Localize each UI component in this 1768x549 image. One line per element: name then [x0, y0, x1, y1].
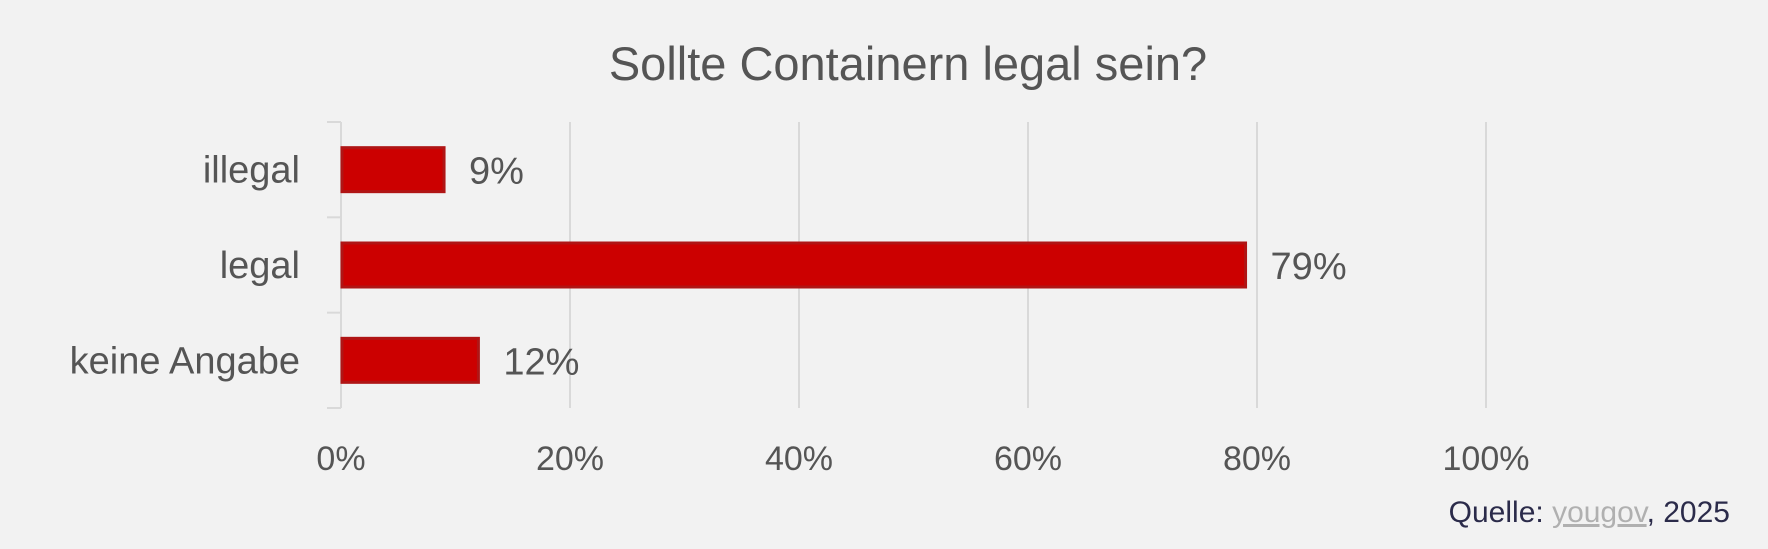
category-label: keine Angabe: [70, 340, 300, 382]
source-link[interactable]: yougov: [1552, 496, 1647, 529]
value-label: 9%: [469, 151, 524, 193]
bar-0: [340, 146, 446, 194]
source-prefix: Quelle:: [1448, 496, 1544, 529]
x-tick-label: 60%: [994, 440, 1062, 478]
value-label: 12%: [503, 341, 579, 383]
chart-title: Sollte Containern legal sein?: [609, 37, 1207, 90]
bars: [340, 146, 1248, 384]
category-label: legal: [220, 245, 300, 287]
x-tick-label: 0%: [316, 440, 365, 478]
x-tick-label: 80%: [1223, 440, 1291, 478]
bar-1: [340, 241, 1248, 289]
category-label: illegal: [203, 150, 300, 192]
labels: 0% 20% 40% 60% 80% 100% illegal 9% legal 79% keine…: [70, 150, 1530, 478]
source-suffix: , 2025: [1646, 496, 1730, 529]
bar-2: [340, 336, 480, 384]
y-axis: [327, 121, 342, 409]
source-note: Quelle: yougov, 2025: [1449, 496, 1730, 530]
x-tick-label: 40%: [765, 440, 833, 478]
x-tick-label: 20%: [536, 440, 604, 478]
value-label: 79%: [1271, 246, 1347, 288]
x-tick-label: 100%: [1443, 440, 1530, 478]
